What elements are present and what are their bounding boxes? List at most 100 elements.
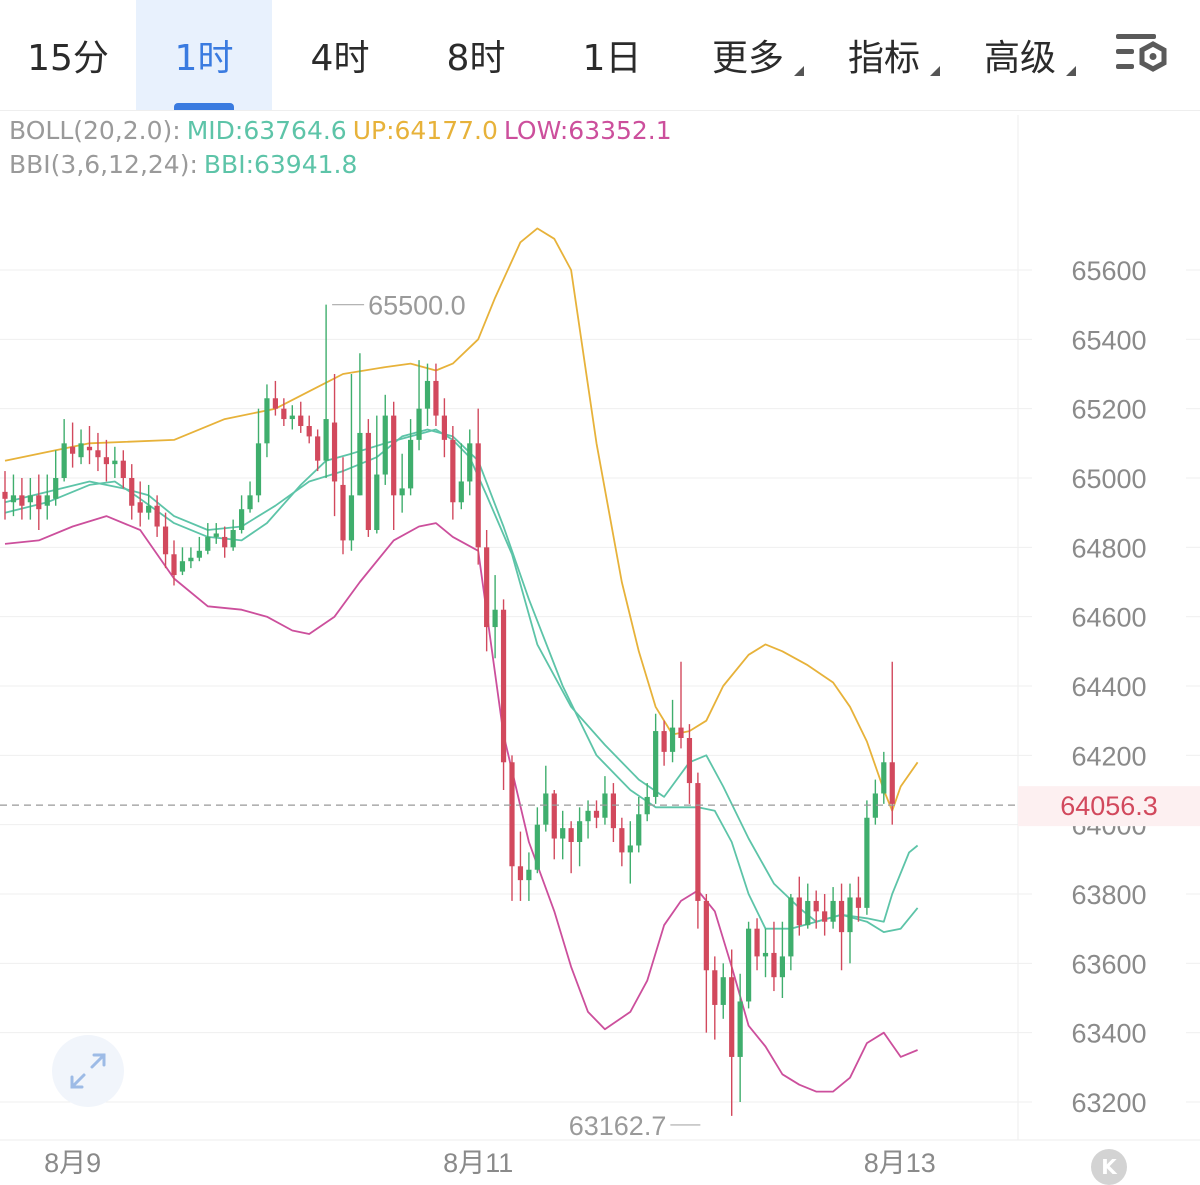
- tab-label: 指标: [847, 38, 920, 79]
- tab-label: 更多: [711, 38, 784, 79]
- candle-body: [847, 897, 853, 933]
- candle-body: [382, 415, 388, 475]
- candle-body: [129, 478, 135, 506]
- candle-body: [771, 952, 777, 978]
- candle-body: [729, 977, 735, 1057]
- expand-button[interactable]: [52, 1035, 124, 1107]
- candle-body: [188, 557, 194, 562]
- boll-legend: BOLL(20,2.0): MID:63764.6 UP:64177.0 LOW:63…: [9, 116, 678, 145]
- candle-body: [433, 380, 439, 416]
- settings-gear-icon[interactable]: [1112, 30, 1172, 80]
- y-tick-label: 63200: [1071, 1088, 1146, 1118]
- tab-15min[interactable]: 15分: [0, 0, 136, 110]
- candle-body: [610, 793, 616, 829]
- y-tick-label: 64800: [1071, 533, 1146, 563]
- tab-advanced[interactable]: 高级: [952, 0, 1088, 110]
- candle-body: [272, 398, 278, 409]
- candle-body: [762, 952, 769, 957]
- candle-body: [264, 398, 270, 444]
- candle-body: [137, 502, 143, 513]
- bbi-legend: BBI(3,6,12,24): BBI:63941.8: [9, 150, 363, 179]
- y-tick-label: 65200: [1071, 395, 1146, 425]
- candle-body: [889, 762, 895, 804]
- tab-label: 1日: [582, 38, 642, 79]
- candle-body: [551, 793, 557, 839]
- tab-label: 15分: [27, 38, 109, 79]
- candle-body: [171, 554, 177, 576]
- candle-body: [669, 727, 676, 752]
- candle-body: [391, 415, 397, 496]
- candle-body: [636, 814, 642, 846]
- boll-low-value: LOW:63352.1: [503, 116, 672, 145]
- candle-body: [255, 443, 262, 496]
- candle-body: [95, 450, 101, 458]
- candle-body: [475, 443, 481, 548]
- candle-body: [779, 956, 785, 978]
- candle-body: [796, 897, 802, 926]
- dropdown-triangle-icon: [794, 66, 804, 76]
- tab-label: 4时: [310, 38, 370, 79]
- candle-body: [686, 738, 693, 784]
- candle-body: [653, 731, 659, 797]
- candle-body: [162, 526, 169, 555]
- candle-body: [703, 900, 709, 971]
- candle-body: [484, 547, 490, 628]
- candle-body: [788, 897, 794, 957]
- candle-body: [450, 439, 456, 503]
- candle-body: [855, 897, 862, 908]
- tab-8hour[interactable]: 8时: [408, 0, 544, 110]
- candle-body: [27, 495, 33, 503]
- candle-body: [813, 900, 819, 912]
- candle-body: [805, 900, 811, 926]
- candle-body: [534, 824, 540, 870]
- candle-body: [872, 793, 878, 818]
- candles: [2, 304, 895, 1116]
- candle-body: [10, 495, 17, 503]
- candle-body: [517, 866, 524, 881]
- y-tick-label: 64400: [1071, 672, 1146, 702]
- candle-body: [492, 609, 498, 628]
- tab-1day[interactable]: 1日: [544, 0, 680, 110]
- current-price-tag: [1018, 786, 1200, 827]
- candle-body: [323, 419, 329, 461]
- candle-body: [374, 474, 380, 530]
- timeframe-tabs: 15分 1时 4时 8时 1日 更多 指标 高级: [0, 0, 1200, 111]
- tab-indicators[interactable]: 指标: [816, 0, 952, 110]
- candle-body: [331, 422, 338, 482]
- tab-1hour[interactable]: 1时: [136, 0, 272, 110]
- candle-body: [103, 457, 109, 465]
- tab-label: 高级: [983, 38, 1056, 79]
- candle-body: [509, 762, 515, 867]
- candle-body: [315, 436, 321, 461]
- boll-up-value: UP:64177.0: [352, 116, 498, 145]
- candle-body: [526, 869, 532, 881]
- tab-4hour[interactable]: 4时: [272, 0, 408, 110]
- candle-body: [222, 536, 228, 548]
- candle-body: [230, 530, 236, 548]
- candle-body: [86, 446, 93, 451]
- candle-body: [830, 900, 836, 922]
- y-tick-label: 63600: [1071, 949, 1146, 979]
- candle-body: [627, 845, 633, 853]
- candle-body: [678, 727, 684, 738]
- candle-body: [19, 495, 25, 506]
- dropdown-triangle-icon: [1066, 66, 1076, 76]
- candle-body: [36, 495, 42, 510]
- y-tick-label: 65000: [1071, 464, 1146, 494]
- candle-body: [500, 609, 507, 763]
- candle-body: [365, 432, 371, 530]
- candle-body: [357, 432, 363, 496]
- y-tick-label: 65600: [1071, 256, 1146, 286]
- tab-more[interactable]: 更多: [680, 0, 816, 110]
- candle-body: [441, 415, 447, 440]
- low-marker-label: 63162.7: [569, 1111, 667, 1141]
- candle-body: [467, 443, 473, 482]
- scroll-left-icon[interactable]: K: [1091, 1149, 1127, 1185]
- candle-body: [543, 793, 549, 825]
- candle-body: [239, 509, 245, 530]
- x-tick-label: 8月11: [443, 1148, 513, 1178]
- candle-body: [577, 821, 583, 842]
- candle-body: [281, 408, 287, 420]
- candle-body: [712, 970, 718, 1005]
